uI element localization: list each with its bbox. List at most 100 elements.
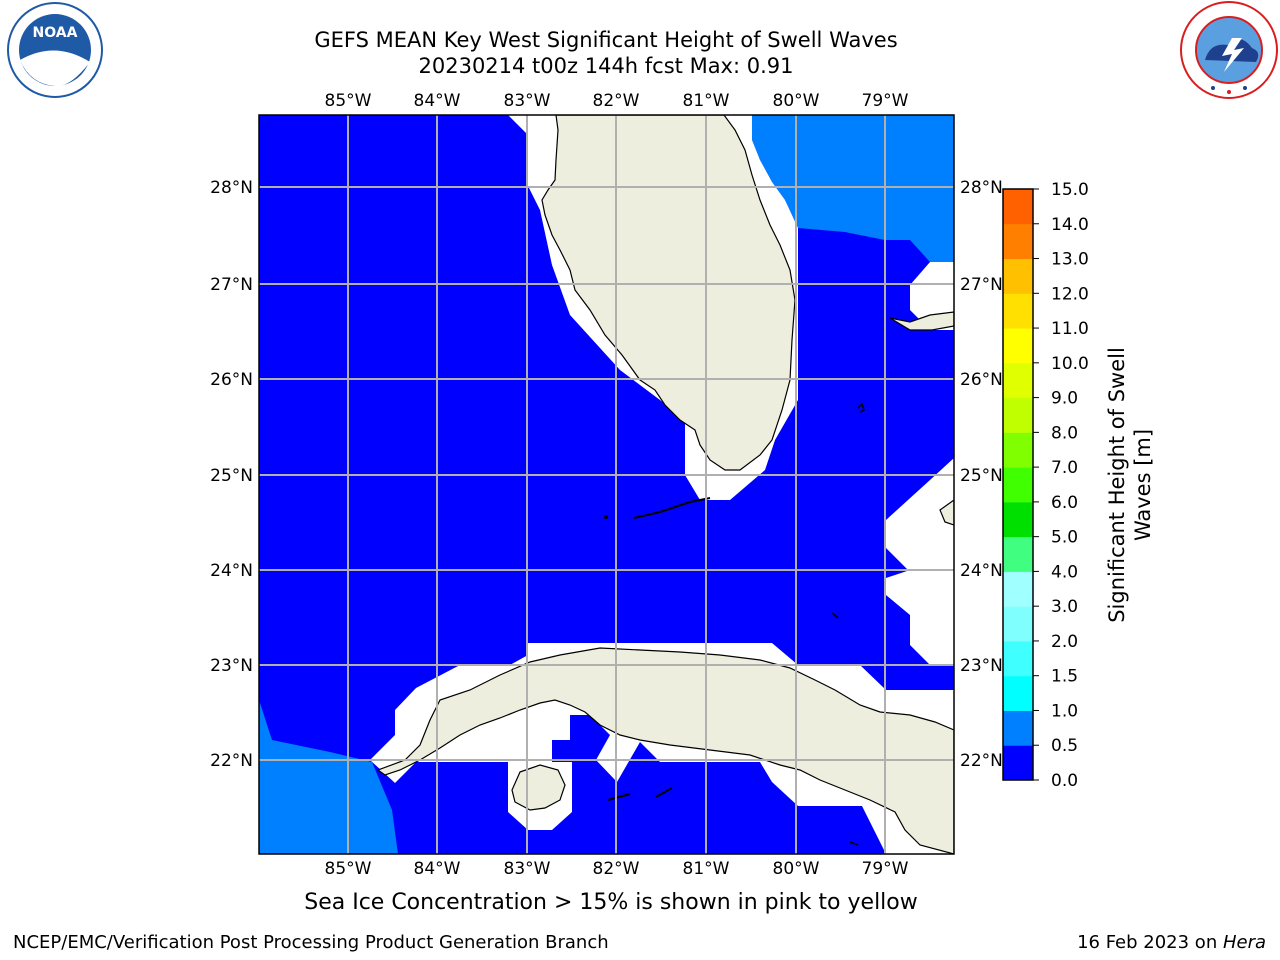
lon-label-top: 84°W [414,91,461,111]
land-keys [633,497,711,519]
map-frame [258,114,955,855]
colorbar-frame [1002,188,1034,781]
map-area [259,115,954,854]
missing-bahamas-3 [886,570,954,665]
swell-0.5-1-region-atlantic [752,115,954,262]
lat-label-left: 25°N [210,466,253,486]
colorbar-tick-label: 3.0 [1051,597,1078,617]
lat-label-left: 23°N [210,656,253,676]
colorbar-label: Significant Height of Swell Waves [m] [1105,347,1155,623]
colorbar-segment [1003,536,1033,572]
footer-credit: NCEP/EMC/Verification Post Processing Pr… [13,932,609,953]
colorbar-tick-label: 15.0 [1051,180,1089,200]
lat-label-left: 27°N [210,275,253,295]
land-bahamas-grand [889,311,954,331]
title-line-2: 20230214 t00z 144h fcst Max: 0.91 [418,54,794,78]
land-florida [541,115,796,471]
colorbar-segment [1003,293,1033,329]
colorbar [1003,189,1033,781]
lon-label-bottom: 84°W [414,859,461,879]
colorbar-tick-label: 6.0 [1051,493,1078,513]
noaa-logo-text: NOAA [33,25,78,41]
lon-label-bottom: 82°W [593,859,640,879]
lon-label-top: 82°W [593,91,640,111]
colorbar-tick-label: 11.0 [1051,319,1089,339]
land-cay-4 [849,841,859,846]
lat-label-left: 24°N [210,561,253,581]
colorbar-segment [1003,362,1033,399]
lat-labels-right: 28°N 27°N 26°N 25°N 24°N 23°N 22°N [960,178,1003,771]
lat-labels-left: 28°N 27°N 26°N 25°N 24°N 23°N 22°N [210,178,253,771]
colorbar-segment [1003,432,1033,468]
swell-0.5-1-region-yucatan [259,700,398,854]
lon-labels-top: 85°W 84°W 83°W 82°W 81°W 80°W 79°W [325,91,909,111]
colorbar-tick-label: 12.0 [1051,284,1089,304]
land-dry-tortugas [604,515,608,519]
noaa-logo: NOAA [7,2,103,98]
colorbar-segment [1003,328,1033,364]
lon-label-top: 83°W [504,91,551,111]
colorbar-tick-label: 10.0 [1051,354,1089,374]
footer-date: 16 Feb 2023 on Hera [1077,932,1266,953]
colorbar-label-line2: Waves [m] [1131,429,1155,541]
land-cay-2 [831,612,839,619]
colorbar-segment [1003,189,1033,225]
land-cay-3 [607,787,673,801]
land-cuba [376,647,954,854]
colorbar-tick-label: 4.0 [1051,562,1078,582]
lat-label-right: 23°N [960,656,1003,676]
colorbar-tick-label: 8.0 [1051,423,1078,443]
lat-label-right: 25°N [960,466,1003,486]
colorbar-segment [1003,710,1033,746]
lat-label-right: 22°N [960,751,1003,771]
nws-logo [1180,1,1278,99]
lon-label-top: 80°W [773,91,820,111]
lat-label-right: 28°N [960,178,1003,198]
colorbar-label-line1: Significant Height of Swell [1105,347,1129,623]
colorbar-segment [1003,745,1033,781]
colorbar-segment [1003,223,1033,260]
lat-label-left: 26°N [210,370,253,390]
lon-labels-bottom: 85°W 84°W 83°W 82°W 81°W 80°W 79°W [325,859,909,879]
lat-label-left: 22°N [210,751,253,771]
colorbar-segment [1003,571,1033,607]
colorbar-segment [1003,467,1033,503]
lon-label-bottom: 85°W [325,859,372,879]
lon-label-top: 81°W [683,91,730,111]
land-bahamas-andros [939,499,954,526]
colorbar-segment [1003,397,1033,433]
lon-label-bottom: 80°W [773,859,820,879]
colorbar-segment [1003,258,1033,294]
title-line-1: GEFS MEAN Key West Significant Height of… [314,28,898,52]
colorbar-tick-label: 1.0 [1051,701,1078,721]
colorbar-tick-label: 1.5 [1051,667,1078,687]
colorbar-tick-label: 14.0 [1051,215,1089,235]
lon-label-bottom: 83°W [504,859,551,879]
colorbar-segment [1003,606,1033,642]
colorbar-segment [1003,640,1033,677]
colorbar-segment [1003,675,1033,711]
colorbar-tick-label: 9.0 [1051,389,1078,409]
lat-label-right: 24°N [960,561,1003,581]
colorbar-tick-label: 7.0 [1051,458,1078,478]
lat-label-right: 26°N [960,370,1003,390]
gridlines [259,115,954,854]
colorbar-segment [1003,501,1033,538]
footer-date-text: 16 Feb 2023 on [1077,932,1223,953]
colorbar-tick-label: 0.0 [1051,771,1078,791]
footer-host: Hera [1222,932,1266,953]
lon-label-bottom: 79°W [862,859,909,879]
land-isla-juventud [511,764,566,811]
sea-ice-note: Sea Ice Concentration > 15% is shown in … [304,890,918,915]
colorbar-tick-label: 13.0 [1051,250,1089,270]
colorbar-tick-label: 5.0 [1051,528,1078,548]
lat-label-right: 27°N [960,275,1003,295]
missing-bahamas-2 [886,458,954,572]
lon-label-top: 79°W [862,91,909,111]
colorbar-tick-label: 0.5 [1051,736,1078,756]
colorbar-tick-label: 2.0 [1051,632,1078,652]
lon-label-bottom: 81°W [683,859,730,879]
lat-label-left: 28°N [210,178,253,198]
lon-label-top: 85°W [325,91,372,111]
